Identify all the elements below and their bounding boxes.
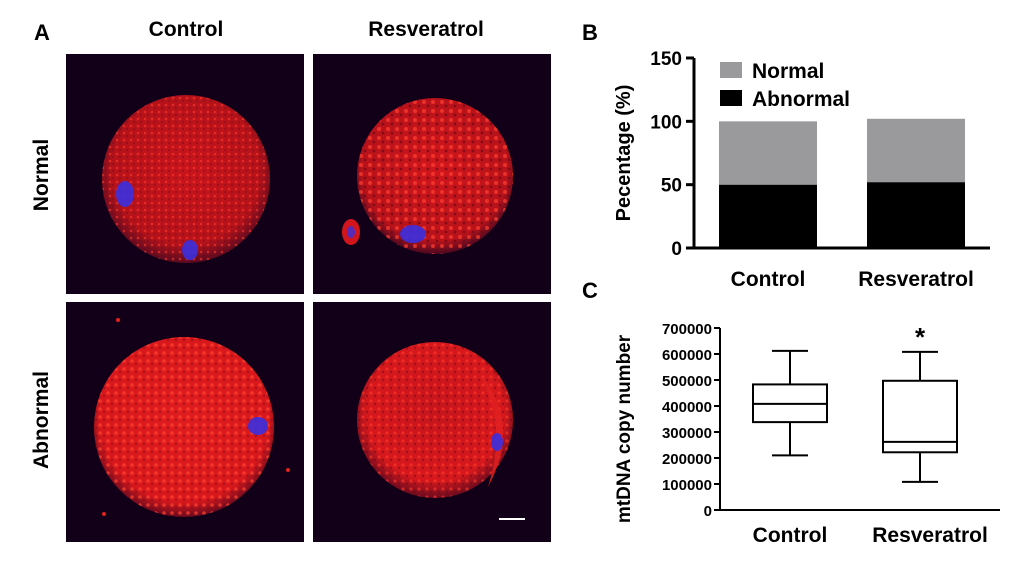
y-axis-label: mtDNA copy number: [614, 334, 635, 523]
y-tick-label: 100: [650, 112, 682, 133]
panel-c-letter: C: [582, 278, 598, 303]
micrograph-resveratrol-normal: [313, 54, 551, 294]
bar-abnormal-resveratrol: [867, 182, 965, 248]
legend-label-abnormal: Abnormal: [752, 88, 850, 111]
row-label-abnormal: Abnormal: [30, 371, 53, 470]
y-tick-label: 100000: [662, 477, 712, 494]
column-label-control: Control: [148, 18, 224, 41]
panel-b-letter: B: [582, 20, 598, 45]
legend-swatch-abnormal: [720, 90, 742, 106]
bar-abnormal-control: [719, 184, 817, 248]
y-tick-label: 600000: [662, 347, 712, 364]
x-tick-label: Control: [731, 268, 806, 291]
oocyte-image: [342, 98, 513, 254]
x-tick-label: Control: [753, 524, 828, 547]
y-tick-label: 300000: [662, 425, 712, 442]
box-plot-chart: 0 100000 200000 300000 400000 500000 600000 700…: [614, 321, 1000, 547]
legend-swatch-normal: [720, 62, 742, 78]
row-label-normal: Normal: [30, 138, 53, 212]
y-tick-label: 0: [704, 503, 712, 520]
bar-normal-control: [719, 121, 817, 185]
box-resveratrol: [882, 379, 958, 454]
oocyte-image: [102, 95, 270, 263]
oocyte-image: [357, 342, 525, 520]
oocyte-image: [94, 318, 290, 517]
legend-label-normal: Normal: [752, 60, 824, 83]
y-axis-label: Pecentage (%): [613, 85, 635, 222]
micrograph-control-normal: [66, 54, 304, 294]
y-tick-label: 500000: [662, 373, 712, 390]
y-tick-label: 0: [671, 239, 682, 260]
x-tick-label: Resveratrol: [872, 524, 988, 547]
y-tick-label: 400000: [662, 399, 712, 416]
y-tick-label: 700000: [662, 321, 712, 338]
y-tick-label: 150: [650, 49, 682, 70]
micrograph-resveratrol-abnormal: [313, 302, 551, 542]
micrograph-control-abnormal: [66, 302, 304, 542]
stacked-bar-chart: 0 50 100 150 Control Resveratrol Normal Abnor…: [613, 49, 990, 291]
significance-marker: *: [915, 322, 926, 352]
column-label-resveratrol: Resveratrol: [368, 18, 484, 41]
y-tick-label: 200000: [662, 451, 712, 468]
x-tick-label: Resveratrol: [858, 268, 974, 291]
y-tick-label: 50: [661, 176, 682, 197]
bar-normal-resveratrol: [867, 118, 965, 183]
panel-a-letter: A: [34, 20, 50, 45]
